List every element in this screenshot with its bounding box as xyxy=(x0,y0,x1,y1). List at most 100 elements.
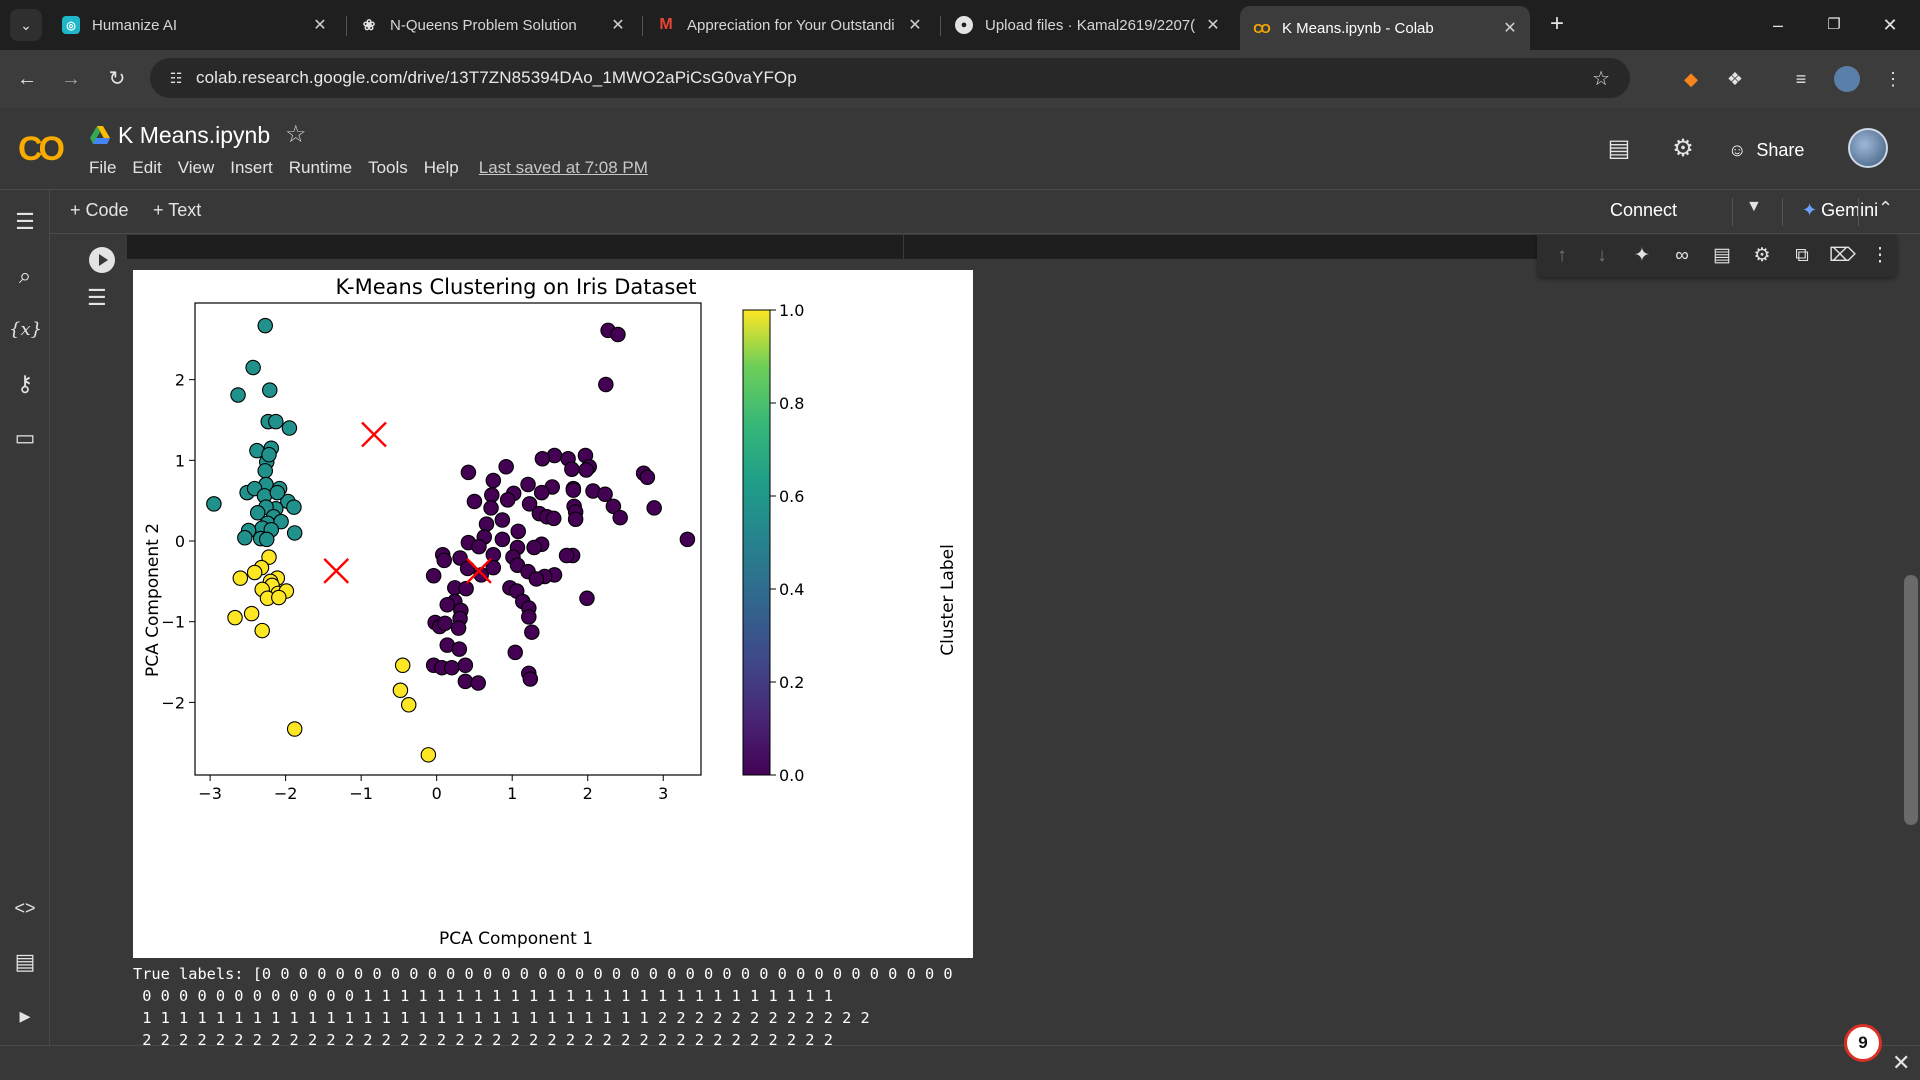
metamask-extension-icon[interactable]: ◆ xyxy=(1684,69,1698,89)
tab-colab-active[interactable]: CO K Means.ipynb - Colab ✕ xyxy=(1240,6,1530,50)
colab-header: CO K Means.ipynb ☆ File Edit View Insert… xyxy=(0,108,1920,190)
connect-button[interactable]: Connect xyxy=(1610,200,1678,220)
data-point xyxy=(286,525,303,541)
delete-trash-icon[interactable]: ⌦ xyxy=(1829,245,1856,266)
url-bar[interactable]: ☷ colab.research.google.com/drive/13T7ZN… xyxy=(150,58,1630,98)
data-point xyxy=(521,496,538,512)
command-palette-icon[interactable]: ▤ xyxy=(14,949,36,974)
data-point xyxy=(460,464,477,481)
extensions-icon[interactable]: ❖ xyxy=(1726,69,1744,89)
settings-gear-icon[interactable]: ⚙ xyxy=(1753,245,1771,266)
close-icon[interactable]: ✕ xyxy=(1206,17,1220,34)
share-button[interactable]: ☺ Share xyxy=(1728,134,1804,166)
tab-title: Humanize AI xyxy=(92,16,178,34)
tab-gmail[interactable]: M Appreciation for Your Outstandi ✕ xyxy=(645,8,935,42)
data-point xyxy=(605,498,622,515)
data-point xyxy=(286,499,302,515)
add-text-button[interactable]: + Text xyxy=(153,200,202,220)
data-point xyxy=(485,472,502,489)
data-point xyxy=(507,644,523,661)
data-point xyxy=(261,549,277,565)
link-icon[interactable]: ∞ xyxy=(1675,245,1689,266)
gemini-spark-icon[interactable]: ✦ xyxy=(1634,245,1650,266)
mirror-cell-icon[interactable]: ⧉ xyxy=(1795,245,1809,266)
data-point xyxy=(470,675,486,691)
site-info-icon[interactable]: ☷ xyxy=(169,69,183,86)
forward-icon[interactable]: → xyxy=(61,68,81,90)
menu-bar: File Edit View Insert Runtime Tools Help… xyxy=(89,158,664,178)
data-point xyxy=(254,622,270,639)
menu-runtime[interactable]: Runtime xyxy=(288,158,353,177)
code-snippets-icon[interactable]: <> xyxy=(14,898,36,918)
tab-search-icon[interactable]: ⌄ xyxy=(10,9,42,41)
data-point xyxy=(458,580,474,597)
data-point xyxy=(558,547,575,564)
last-saved-link[interactable]: Last saved at 7:08 PM xyxy=(478,158,648,177)
google-drive-icon[interactable] xyxy=(90,126,110,144)
comment-icon[interactable]: ▤ xyxy=(1713,245,1731,266)
notebook-title[interactable]: K Means.ipynb xyxy=(118,122,271,148)
reload-icon[interactable]: ↻ xyxy=(108,68,126,90)
files-folder-icon[interactable]: ▭ xyxy=(14,425,36,450)
settings-gear-icon[interactable]: ⚙ xyxy=(1672,135,1694,162)
tab-separator xyxy=(346,16,347,36)
output-actions-icon[interactable]: ☰ xyxy=(87,285,107,310)
browser-menu-icon[interactable]: ⋮ xyxy=(1884,69,1902,89)
window-close-icon[interactable]: ✕ xyxy=(1882,15,1898,35)
run-cell-button[interactable] xyxy=(89,247,115,273)
stdout-line: 2 2 2 2 2 2 2 2 2 2 2 2 2 2 2 2 2 2 2 2 … xyxy=(133,1031,833,1049)
chart-svg: K-Means Clustering on Iris Dataset PCA C… xyxy=(143,275,958,949)
search-icon[interactable]: ⌕ xyxy=(18,263,32,288)
colab-logo[interactable]: CO xyxy=(18,130,65,168)
data-point xyxy=(257,463,273,479)
data-point xyxy=(452,550,468,566)
data-point xyxy=(485,559,502,576)
comments-icon[interactable]: ▤ xyxy=(1607,135,1631,162)
menu-help[interactable]: Help xyxy=(423,158,459,177)
table-of-contents-icon[interactable]: ☰ xyxy=(15,209,35,234)
close-icon[interactable]: ✕ xyxy=(908,17,922,34)
data-point xyxy=(457,673,474,690)
gmail-icon: M xyxy=(659,16,673,33)
close-icon[interactable]: ✕ xyxy=(611,17,625,34)
data-point xyxy=(510,523,526,540)
notification-badge[interactable]: 9 xyxy=(1844,1024,1882,1062)
bookmark-star-icon[interactable]: ☆ xyxy=(1592,68,1610,90)
github-icon: ● xyxy=(955,16,973,34)
data-point xyxy=(521,609,537,625)
new-tab-icon[interactable]: + xyxy=(1549,10,1564,37)
add-code-button[interactable]: + Code xyxy=(70,200,129,220)
media-control-icon[interactable]: ≡ xyxy=(1795,69,1807,89)
tab-n-queens[interactable]: ❀ N-Queens Problem Solution ✕ xyxy=(348,8,638,42)
menu-edit[interactable]: Edit xyxy=(132,158,162,177)
variables-icon[interactable]: {x} xyxy=(9,319,43,340)
data-point xyxy=(494,512,511,528)
more-options-icon[interactable]: ⋮ xyxy=(1870,245,1890,266)
chevron-down-icon[interactable]: ▼ xyxy=(1746,198,1762,215)
move-down-icon[interactable]: ↓ xyxy=(1597,245,1607,266)
add-text-label: Text xyxy=(168,200,202,220)
close-icon[interactable]: ✕ xyxy=(313,17,327,34)
back-icon[interactable]: ← xyxy=(17,68,37,90)
tab-humanize-ai[interactable]: ◎ Humanize AI ✕ xyxy=(50,8,340,42)
close-icon[interactable]: ✕ xyxy=(1503,20,1517,37)
close-icon[interactable]: ✕ xyxy=(1892,1050,1911,1075)
minimize-icon[interactable]: – xyxy=(1772,15,1783,35)
terminal-icon[interactable]: ▸ xyxy=(19,1003,31,1028)
menu-view[interactable]: View xyxy=(177,158,215,177)
user-avatar[interactable] xyxy=(1848,128,1888,168)
restore-icon[interactable]: ❐ xyxy=(1827,16,1841,33)
tab-github[interactable]: ● Upload files · Kamal2619/2207( ✕ xyxy=(943,8,1233,42)
gemini-button[interactable]: ✦ Gemini xyxy=(1802,200,1878,221)
collapse-chevron-icon[interactable]: ⌃ xyxy=(1878,198,1894,218)
data-point xyxy=(258,531,275,548)
menu-file[interactable]: File xyxy=(89,158,117,177)
profile-avatar-icon[interactable] xyxy=(1834,66,1860,92)
secrets-key-icon[interactable]: ⚷ xyxy=(16,371,34,396)
vertical-scrollbar[interactable] xyxy=(1904,575,1918,825)
star-icon[interactable]: ☆ xyxy=(285,121,307,148)
menu-insert[interactable]: Insert xyxy=(230,158,273,177)
menu-tools[interactable]: Tools xyxy=(368,158,408,177)
kmeans-scatter-plot: K-Means Clustering on Iris Dataset PCA C… xyxy=(133,270,973,958)
move-up-icon[interactable]: ↑ xyxy=(1557,245,1567,266)
